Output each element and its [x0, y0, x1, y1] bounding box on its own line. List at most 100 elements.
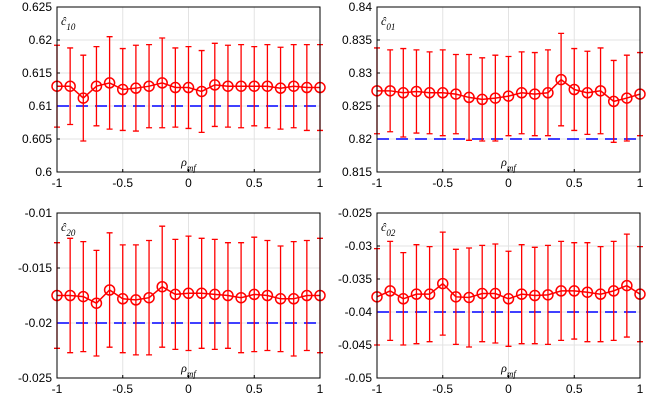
x-tick-label: -0.5 [112, 382, 133, 396]
marker [529, 289, 541, 302]
marker [607, 95, 620, 108]
marker [542, 87, 554, 99]
x-tick-label: 0.5 [566, 176, 583, 190]
marker [287, 293, 300, 305]
x-axis-label-base: ρ [500, 361, 507, 375]
x-tick-label: 1 [317, 382, 324, 396]
y-tick-label: -0.045 [338, 338, 372, 352]
panel-title-base: ĉ [381, 220, 387, 234]
y-tick-label: -0.025 [338, 206, 372, 220]
marker [209, 79, 221, 91]
x-tick-label: 0.5 [246, 176, 263, 190]
subplot: -1 -0.5 0 0.5 1 -0.025 -0.02 -0.015 -0.01 ĉ20 ρmf [18, 206, 326, 396]
marker [397, 293, 410, 305]
x-tick-label: -0.5 [432, 176, 453, 190]
marker [384, 285, 396, 297]
x-axis-label-base: ρ [180, 155, 187, 169]
x-tick-label: 0 [505, 382, 512, 396]
x-tick-label: -1 [52, 382, 63, 396]
marker [594, 85, 607, 97]
panel-title: ĉ10 [61, 14, 76, 32]
y-tick-label: 0.61 [29, 99, 53, 113]
axes-box [56, 212, 321, 379]
x-tick-label: -0.5 [432, 382, 453, 396]
x-axis-label-base: ρ [500, 155, 507, 169]
y-tick-label: 0.825 [342, 99, 372, 113]
marker [143, 291, 155, 304]
marker [594, 288, 607, 300]
marker [568, 285, 580, 297]
marker [222, 289, 234, 302]
marker [437, 87, 449, 99]
marker [476, 287, 488, 300]
marker [301, 289, 313, 302]
y-tick-label: 0.835 [342, 33, 372, 47]
x-axis-label-sub: mf [507, 369, 517, 379]
x-axis-label: ρmf [500, 155, 517, 173]
marker [143, 80, 155, 92]
marker [117, 293, 129, 305]
marker [222, 80, 234, 92]
marker [301, 81, 313, 94]
y-tick-label: -0.02 [25, 316, 53, 330]
marker [515, 288, 528, 300]
y-tick-label: 0.625 [22, 0, 52, 14]
subplot: -1 -0.5 0 0.5 1 0.815 0.82 0.825 0.83 0.835 0.84 ĉ0… [342, 0, 646, 190]
axes-box [376, 6, 641, 173]
axes-box [376, 212, 641, 379]
y-tick-label: 0.815 [342, 165, 372, 179]
marker [117, 83, 129, 96]
marker [489, 92, 502, 104]
y-tick-label: 0.62 [29, 33, 53, 47]
marker [607, 285, 620, 297]
panel-title: ĉ20 [61, 220, 76, 238]
marker [423, 288, 436, 300]
x-axis-label: ρmf [180, 361, 197, 379]
marker [169, 288, 182, 301]
marker [156, 280, 168, 293]
y-tick-label: -0.05 [345, 371, 373, 385]
marker [450, 88, 462, 100]
axes-box [56, 6, 321, 173]
marker [235, 80, 247, 92]
marker [64, 80, 76, 92]
marker [581, 87, 594, 99]
panel-title: ĉ02 [381, 220, 396, 238]
panel-title-base: ĉ [61, 14, 67, 28]
x-tick-label: 0.5 [566, 382, 583, 396]
x-axis-label-base: ρ [180, 361, 187, 375]
marker [156, 77, 168, 89]
x-tick-label: -1 [372, 382, 383, 396]
marker [235, 291, 247, 304]
y-tick-label: -0.035 [338, 272, 372, 286]
y-tick-label: -0.03 [345, 239, 373, 253]
marker [195, 287, 208, 300]
marker [77, 290, 90, 303]
marker [103, 284, 116, 296]
marker [274, 293, 287, 305]
marker [463, 91, 475, 104]
panel-title-base: ĉ [381, 14, 387, 28]
panel-title-sub: 20 [66, 228, 76, 238]
marker [182, 81, 195, 94]
y-tick-label: -0.015 [18, 261, 52, 275]
marker [410, 85, 423, 98]
marker [274, 82, 287, 94]
marker [182, 287, 195, 300]
marker [287, 80, 300, 92]
marker [529, 88, 541, 100]
panel-title-base: ĉ [61, 220, 67, 234]
marker [476, 93, 488, 106]
x-tick-label: 0 [185, 176, 192, 190]
marker [423, 87, 436, 99]
marker [463, 291, 475, 304]
marker [502, 90, 515, 102]
x-axis-label-sub: mf [187, 163, 197, 173]
subplot: -1 -0.5 0 0.5 1 0.6 0.605 0.61 0.615 0.62 0.625 ĉ10… [22, 0, 326, 190]
panel-title-sub: 02 [386, 228, 396, 238]
y-tick-label: 0.605 [22, 132, 52, 146]
y-tick-label: 0.615 [22, 66, 52, 80]
marker [384, 85, 396, 97]
y-tick-label: 0.83 [349, 66, 373, 80]
